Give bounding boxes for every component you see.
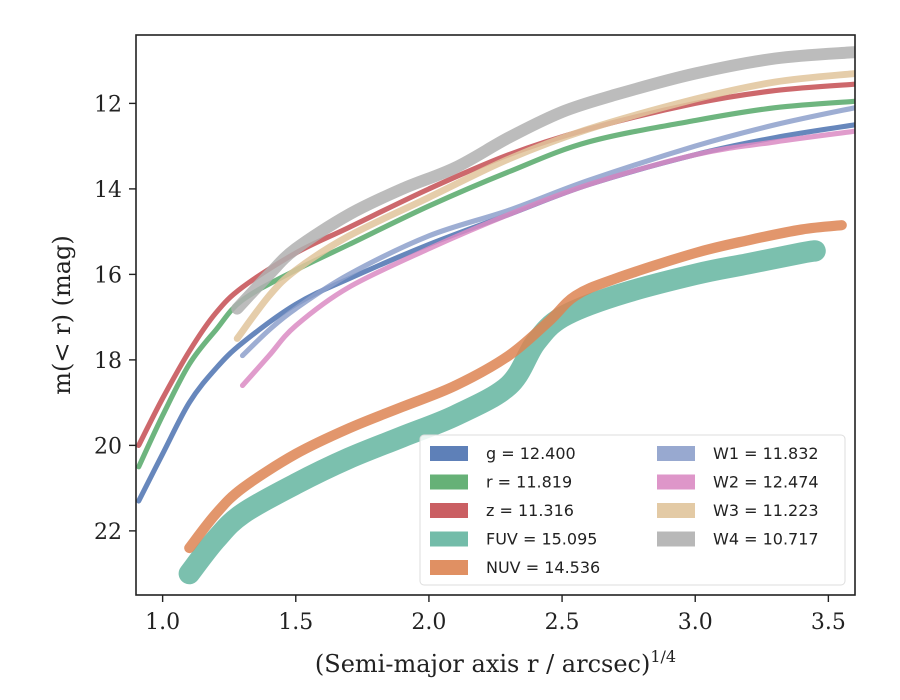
legend: g = 12.400 r = 11.819 z = 11.316 FUV = 15.0… — [419, 434, 846, 586]
x-tick-label: 1.0 — [145, 610, 180, 635]
series-1 — [136, 98, 855, 470]
legend-label: r = 11.819 — [486, 473, 572, 492]
series-line-8 — [231, 46, 855, 315]
series-line-5 — [239, 105, 855, 359]
series-line-1 — [136, 98, 855, 470]
y-tick-label: 18 — [94, 349, 122, 374]
y-tick-label: 20 — [94, 434, 122, 459]
plot-frame — [135, 34, 856, 596]
legend-swatch — [657, 474, 695, 490]
legend-swatch — [430, 560, 468, 575]
legend-item: r = 11.819 — [430, 473, 572, 492]
x-axis-label: (Semi-major axis r / arcsec)1/4 — [315, 647, 676, 678]
axis-ticks: 1.0 1.5 2.0 2.5 3.0 3.5 12 14 16 18 20 22 — [94, 92, 846, 635]
legend-item: g = 12.400 — [430, 444, 576, 463]
legend-swatch — [657, 503, 695, 518]
legend-swatch — [430, 446, 468, 461]
legend-item: z = 11.316 — [430, 501, 574, 520]
y-tick-label: 12 — [94, 92, 122, 117]
legend-label: FUV = 15.095 — [486, 530, 597, 549]
legend-item: W4 = 10.717 — [657, 530, 819, 549]
legend-swatch — [657, 531, 695, 547]
legend-label: W3 = 11.223 — [713, 501, 819, 520]
legend-label: W2 = 12.474 — [713, 473, 819, 492]
series-4 — [184, 220, 847, 554]
series-2 — [136, 81, 855, 448]
legend-swatch — [430, 503, 468, 518]
x-axis-label-main: (Semi-major axis r / arcsec) — [315, 650, 650, 678]
series-line-6 — [239, 128, 855, 389]
legend-label: NUV = 14.536 — [486, 558, 600, 577]
series-line-7 — [233, 70, 855, 342]
series-5 — [239, 105, 855, 359]
y-tick-label: 16 — [94, 263, 122, 288]
legend-item: W1 = 11.832 — [657, 444, 819, 463]
y-tick-label: 22 — [94, 520, 122, 545]
series-line-3 — [178, 240, 826, 585]
legend-label: W1 = 11.832 — [713, 444, 819, 463]
plot-area — [136, 46, 855, 585]
legend-label: z = 11.316 — [486, 501, 574, 520]
y-axis-label: m(< r) (mag) — [48, 235, 76, 394]
legend-swatch — [430, 474, 468, 490]
x-tick-label: 2.0 — [411, 610, 446, 635]
x-tick-label: 1.5 — [278, 610, 313, 635]
y-tick-label: 14 — [94, 178, 122, 203]
series-line-2 — [136, 81, 855, 448]
legend-item: W3 = 11.223 — [657, 501, 819, 520]
x-tick-label: 3.0 — [678, 610, 713, 635]
legend-item: FUV = 15.095 — [430, 530, 597, 549]
x-tick-label: 3.5 — [811, 610, 846, 635]
legend-box — [419, 434, 846, 586]
legend-swatch — [430, 531, 468, 547]
series-6 — [239, 128, 855, 389]
x-axis-label-exponent: 1/4 — [650, 647, 676, 666]
legend-label: W4 = 10.717 — [713, 530, 819, 549]
series-3 — [178, 240, 826, 585]
legend-swatch — [657, 446, 695, 461]
series-8 — [231, 46, 855, 315]
legend-label: g = 12.400 — [486, 444, 576, 463]
series-line-4 — [184, 220, 847, 554]
legend-item: W2 = 12.474 — [657, 473, 819, 492]
x-tick-label: 2.5 — [545, 610, 580, 635]
series-7 — [233, 70, 855, 342]
legend-item: NUV = 14.536 — [430, 558, 600, 577]
